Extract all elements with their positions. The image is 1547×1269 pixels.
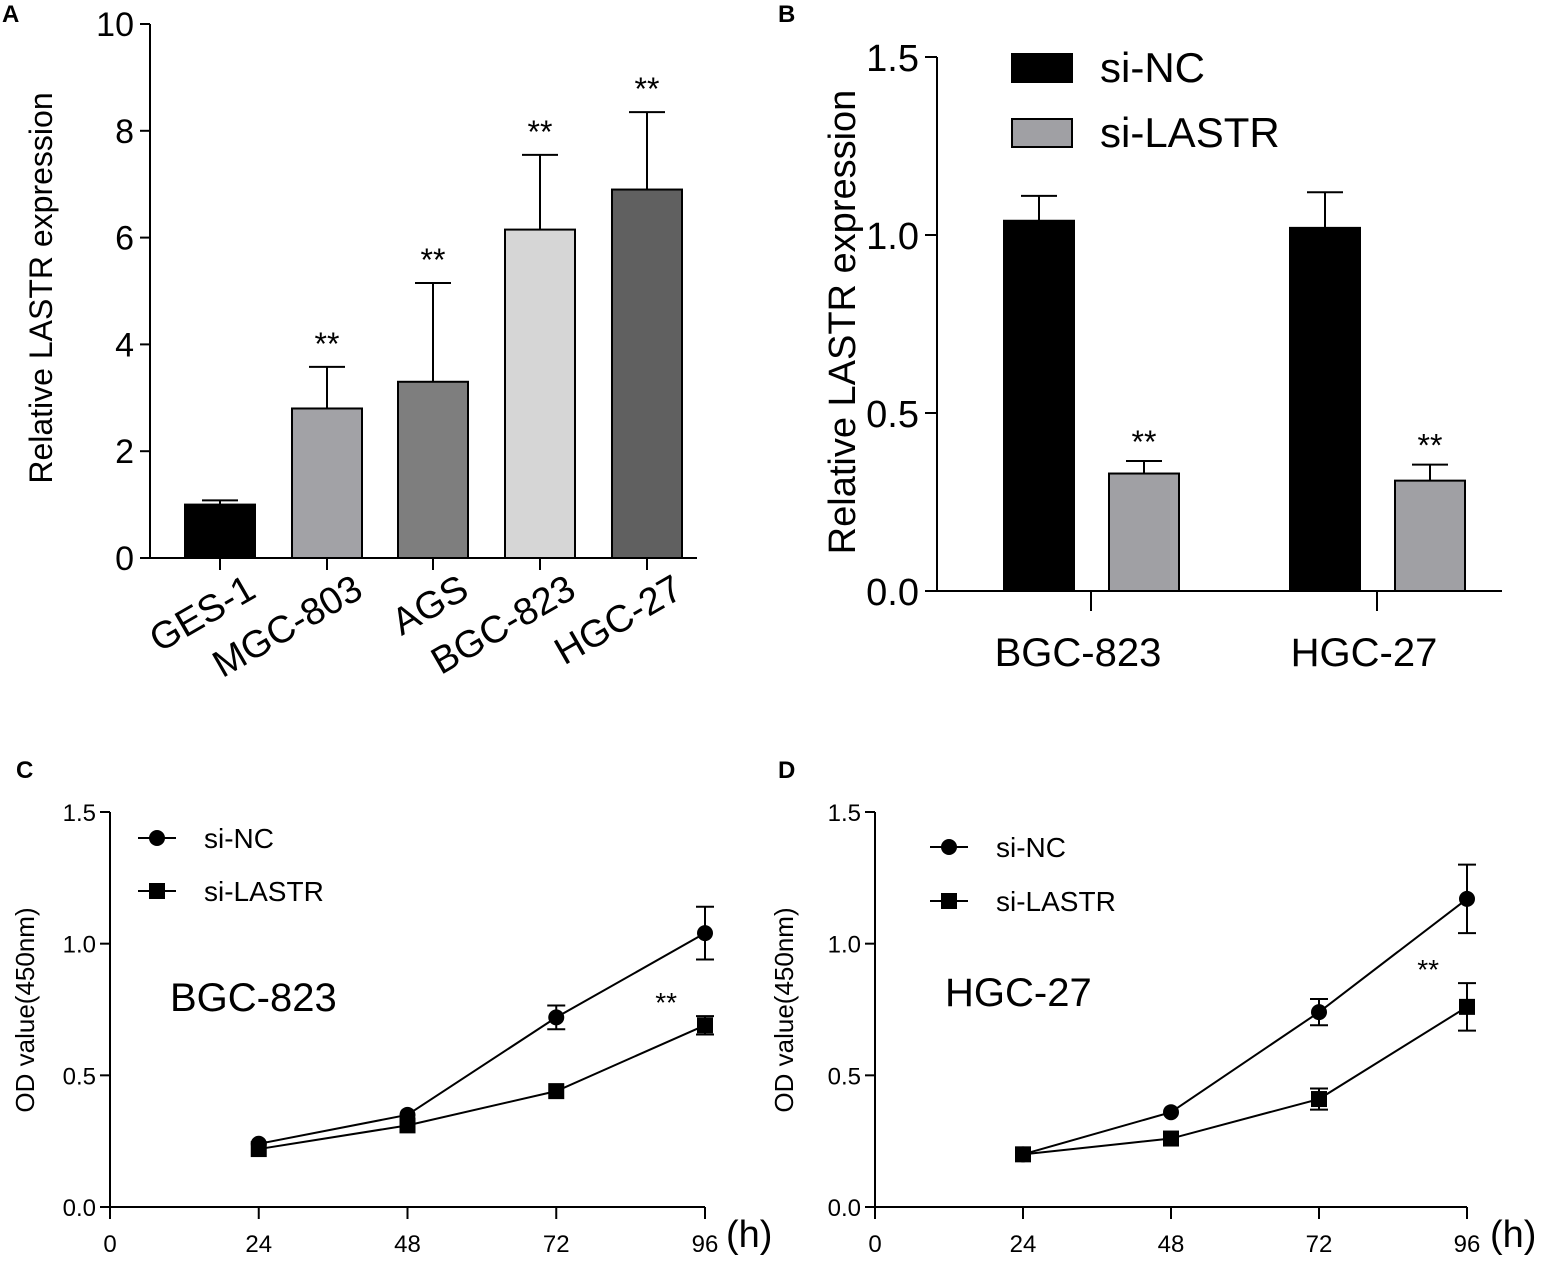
panel-c-x-tick-label: 24 xyxy=(245,1231,272,1258)
panel-b-category-label: HGC-27 xyxy=(1291,631,1438,675)
panel-b-legend-label: si-LASTR xyxy=(1100,109,1280,156)
panel-d-x-tick-label: 24 xyxy=(1010,1231,1037,1258)
panel-b-legend-label: si-NC xyxy=(1100,44,1205,91)
panel-b-significance-mark: ** xyxy=(1418,428,1443,464)
panel-d-x-unit-label: (h) xyxy=(1490,1214,1536,1256)
panel-d-y-tick-label: 0.5 xyxy=(828,1063,861,1090)
panel-d-marker-square xyxy=(1163,1130,1179,1147)
panel-d-x-tick-label: 72 xyxy=(1306,1231,1333,1258)
panel-a-y-tick-label: 0 xyxy=(115,540,134,578)
panel-b-legend-swatch xyxy=(1011,53,1073,83)
panel-b-label: B xyxy=(778,1,795,28)
panel-b-y-tick-label: 0.5 xyxy=(866,394,919,436)
panel-c-legend-marker xyxy=(149,883,165,899)
panel-c-marker-square xyxy=(697,1017,713,1034)
panel-d-legend-marker xyxy=(941,893,957,909)
panel-b-y-axis-label: Relative LASTR expression xyxy=(822,90,864,555)
panel-a-significance-mark: ** xyxy=(528,114,553,150)
panel-c-y-tick-label: 1.0 xyxy=(63,932,96,959)
panel-c-series-line xyxy=(258,1024,706,1151)
panel-d-marker-circle xyxy=(1311,1004,1327,1021)
panel-c-marker-square xyxy=(548,1083,565,1100)
panel-a-label: A xyxy=(2,1,19,28)
panel-a-y-tick-label: 6 xyxy=(115,220,134,258)
panel-d-marker-square xyxy=(1311,1091,1327,1108)
panel-a-significance-mark: ** xyxy=(315,326,340,362)
panel-d-marker-square xyxy=(1459,998,1475,1015)
panel-b-y-tick-label: 1.0 xyxy=(866,216,919,258)
panel-d-legend-label: si-LASTR xyxy=(996,886,1116,917)
panel-c-y-tick-label: 1.5 xyxy=(63,800,96,827)
panel-a-bar xyxy=(397,380,469,559)
panel-b-significance-mark: ** xyxy=(1132,424,1157,460)
panel-a: A Relative LASTR expression 0246810GES-1… xyxy=(2,1,697,686)
panel-c-x-tick-label: 96 xyxy=(692,1231,719,1258)
panel-c-legend-marker xyxy=(149,830,165,846)
panel-c-x-tick-label: 48 xyxy=(394,1231,421,1258)
panel-d-series-line xyxy=(1022,1006,1468,1156)
panel-a-bar xyxy=(504,228,576,559)
panel-a-y-tick-label: 8 xyxy=(115,113,134,151)
panel-d-x-tick-label: 0 xyxy=(868,1231,881,1258)
panel-c-legend-label: si-LASTR xyxy=(204,876,324,907)
panel-a-significance-mark: ** xyxy=(635,71,660,107)
panel-c: C OD value(450nm) BGC-823 0.0 0.5 1.0 1.5 0 2… xyxy=(10,757,772,1258)
panel-c-legend-label: si-NC xyxy=(204,823,274,854)
panel-b-bar xyxy=(1003,219,1075,592)
panel-b: B Relative LASTR expression 0.0 0.5 1.0 1.5… xyxy=(778,1,1502,675)
panel-c-x-unit-label: (h) xyxy=(726,1214,772,1256)
panel-c-y-tick-label: 0.5 xyxy=(63,1063,96,1090)
panel-a-bar xyxy=(291,407,363,560)
panel-d-marker-circle xyxy=(1459,890,1475,907)
panel-d-marker-square xyxy=(1015,1146,1031,1163)
panel-d-series-line xyxy=(1022,898,1468,1156)
panel-c-cell-line-title: BGC-823 xyxy=(170,976,337,1020)
panel-c-label: C xyxy=(16,757,33,784)
panel-b-y-tick-label: 0.0 xyxy=(866,572,919,614)
panel-b-bar xyxy=(1108,472,1180,592)
panel-d-y-tick-label: 1.0 xyxy=(828,932,861,959)
panel-c-series-line xyxy=(258,932,706,1145)
panel-a-significance-mark: ** xyxy=(421,242,446,278)
panel-d-marker-circle xyxy=(1163,1104,1179,1121)
panel-c-marker-square xyxy=(250,1141,267,1158)
panel-c-x-tick-label: 72 xyxy=(543,1231,570,1258)
panel-d-legend-label: si-NC xyxy=(996,832,1066,863)
panel-b-bar xyxy=(1394,479,1466,593)
panel-a-bar xyxy=(184,503,256,560)
panel-c-marker-circle xyxy=(548,1009,565,1026)
panel-a-y-axis-label: Relative LASTR expression xyxy=(23,92,59,483)
panel-b-bar xyxy=(1289,226,1361,592)
panel-a-y-tick-label: 2 xyxy=(115,433,134,471)
panel-d-legend-marker xyxy=(941,839,957,855)
panel-b-category-label: BGC-823 xyxy=(995,631,1162,675)
panel-c-significance-mark: ** xyxy=(655,987,677,1018)
panel-b-y-tick-label: 1.5 xyxy=(866,38,919,80)
panel-a-bar xyxy=(611,188,683,559)
panel-c-marker-square xyxy=(399,1117,416,1134)
panel-d-y-axis-label: OD value(450nm) xyxy=(769,907,799,1112)
panel-d-label: D xyxy=(778,757,795,784)
panel-d-x-tick-label: 48 xyxy=(1158,1231,1185,1258)
panel-d-y-tick-label: 1.5 xyxy=(828,800,861,827)
panel-a-y-tick-label: 10 xyxy=(96,6,134,44)
panel-c-y-axis-label: OD value(450nm) xyxy=(10,907,40,1112)
panel-d-cell-line-title: HGC-27 xyxy=(945,971,1092,1015)
panel-c-x-tick-label: 0 xyxy=(103,1231,116,1258)
panel-c-y-tick-label: 0.0 xyxy=(63,1195,96,1222)
panel-d: D OD value(450nm) HGC-27 0.0 0.5 1.0 1.5 0 24… xyxy=(769,757,1536,1258)
panel-c-marker-circle xyxy=(697,925,713,942)
panel-d-x-tick-label: 96 xyxy=(1454,1231,1481,1258)
panel-b-legend-swatch xyxy=(1011,118,1073,148)
panel-a-y-tick-label: 4 xyxy=(115,326,134,364)
panel-d-significance-mark: ** xyxy=(1417,954,1439,985)
panel-d-y-tick-label: 0.0 xyxy=(828,1195,861,1222)
